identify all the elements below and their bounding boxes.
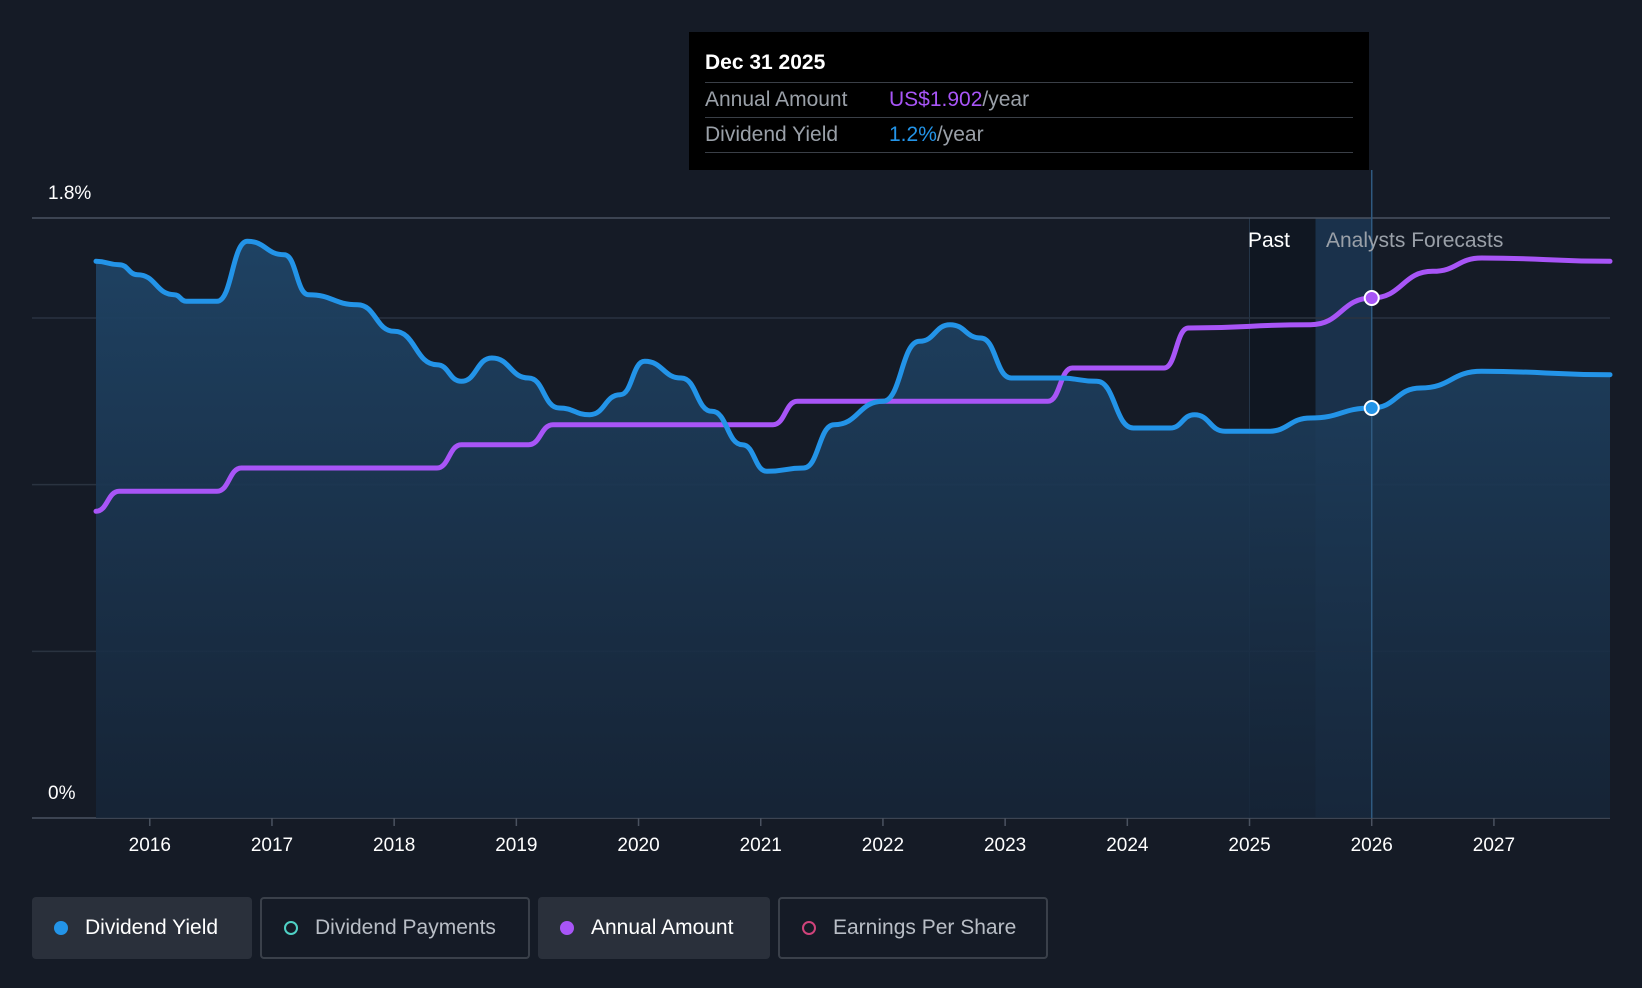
y-axis-min-label: 0% (48, 783, 76, 804)
legend-earnings-per-share-label: Earnings Per Share (833, 916, 1017, 939)
legend-dividend-yield-button[interactable]: Dividend Yield (32, 897, 252, 959)
dividend-payments-ring-icon (284, 921, 298, 935)
x-tick-label-2021: 2021 (740, 835, 782, 856)
legend-annual-amount-button[interactable]: Annual Amount (538, 897, 770, 959)
x-tick-label-2020: 2020 (617, 835, 659, 856)
legend-dividend-yield-label: Dividend Yield (85, 916, 219, 939)
x-tick-label-2016: 2016 (129, 835, 171, 856)
tooltip-date: Dec 31 2025 (705, 32, 1353, 83)
dividend-yield-dot-icon (54, 921, 68, 935)
x-tick-label-2019: 2019 (495, 835, 537, 856)
earnings-per-share-ring-icon (802, 921, 816, 935)
y-axis-max-label: 1.8% (48, 183, 92, 204)
past-label: Past (1248, 229, 1291, 252)
tooltip-annual-amount-unit: /year (982, 88, 1030, 111)
chart-tooltip: Dec 31 2025 Annual Amount US$1.902/year … (689, 32, 1369, 170)
legend-annual-amount-label: Annual Amount (591, 916, 734, 939)
tooltip-row-annual-amount: Annual Amount US$1.902/year (705, 83, 1353, 118)
annual-amount-marker (1363, 290, 1380, 306)
x-tick-label-2027: 2027 (1473, 835, 1515, 856)
x-tick-label-2022: 2022 (862, 835, 904, 856)
tooltip-annual-amount-value: US$1.902 (889, 88, 983, 111)
chart-plot: 2016 2017 2018 2019 2020 2021 2022 2023 2024 2025… (32, 170, 1613, 856)
x-tick-label-2026: 2026 (1351, 835, 1393, 856)
x-tick-label-2023: 2023 (984, 835, 1026, 856)
x-tick-label-2025: 2025 (1228, 835, 1270, 856)
dividend-yield-line (93, 238, 1613, 474)
tooltip-dividend-yield-unit: /year (936, 123, 984, 146)
x-tick-label-2018: 2018 (373, 835, 415, 856)
dividend-yield-marker (1363, 400, 1380, 416)
dividend-yield-area (96, 241, 1610, 819)
tooltip-annual-amount-label: Annual Amount (705, 88, 848, 111)
x-tick-label-2024: 2024 (1106, 835, 1149, 856)
tooltip-row-dividend-yield: Dividend Yield 1.2%/year (705, 118, 1353, 153)
tooltip-dividend-yield-value: 1.2% (889, 123, 937, 146)
legend-earnings-per-share-button[interactable]: Earnings Per Share (778, 897, 1048, 959)
analysts-forecasts-label: Analysts Forecasts (1326, 229, 1504, 252)
tooltip-dividend-yield-label: Dividend Yield (705, 123, 839, 146)
annual-amount-dot-icon (560, 921, 574, 935)
legend-dividend-payments-label: Dividend Payments (315, 916, 496, 939)
x-tick-label-2017: 2017 (251, 835, 293, 856)
legend-dividend-payments-button[interactable]: Dividend Payments (260, 897, 530, 959)
